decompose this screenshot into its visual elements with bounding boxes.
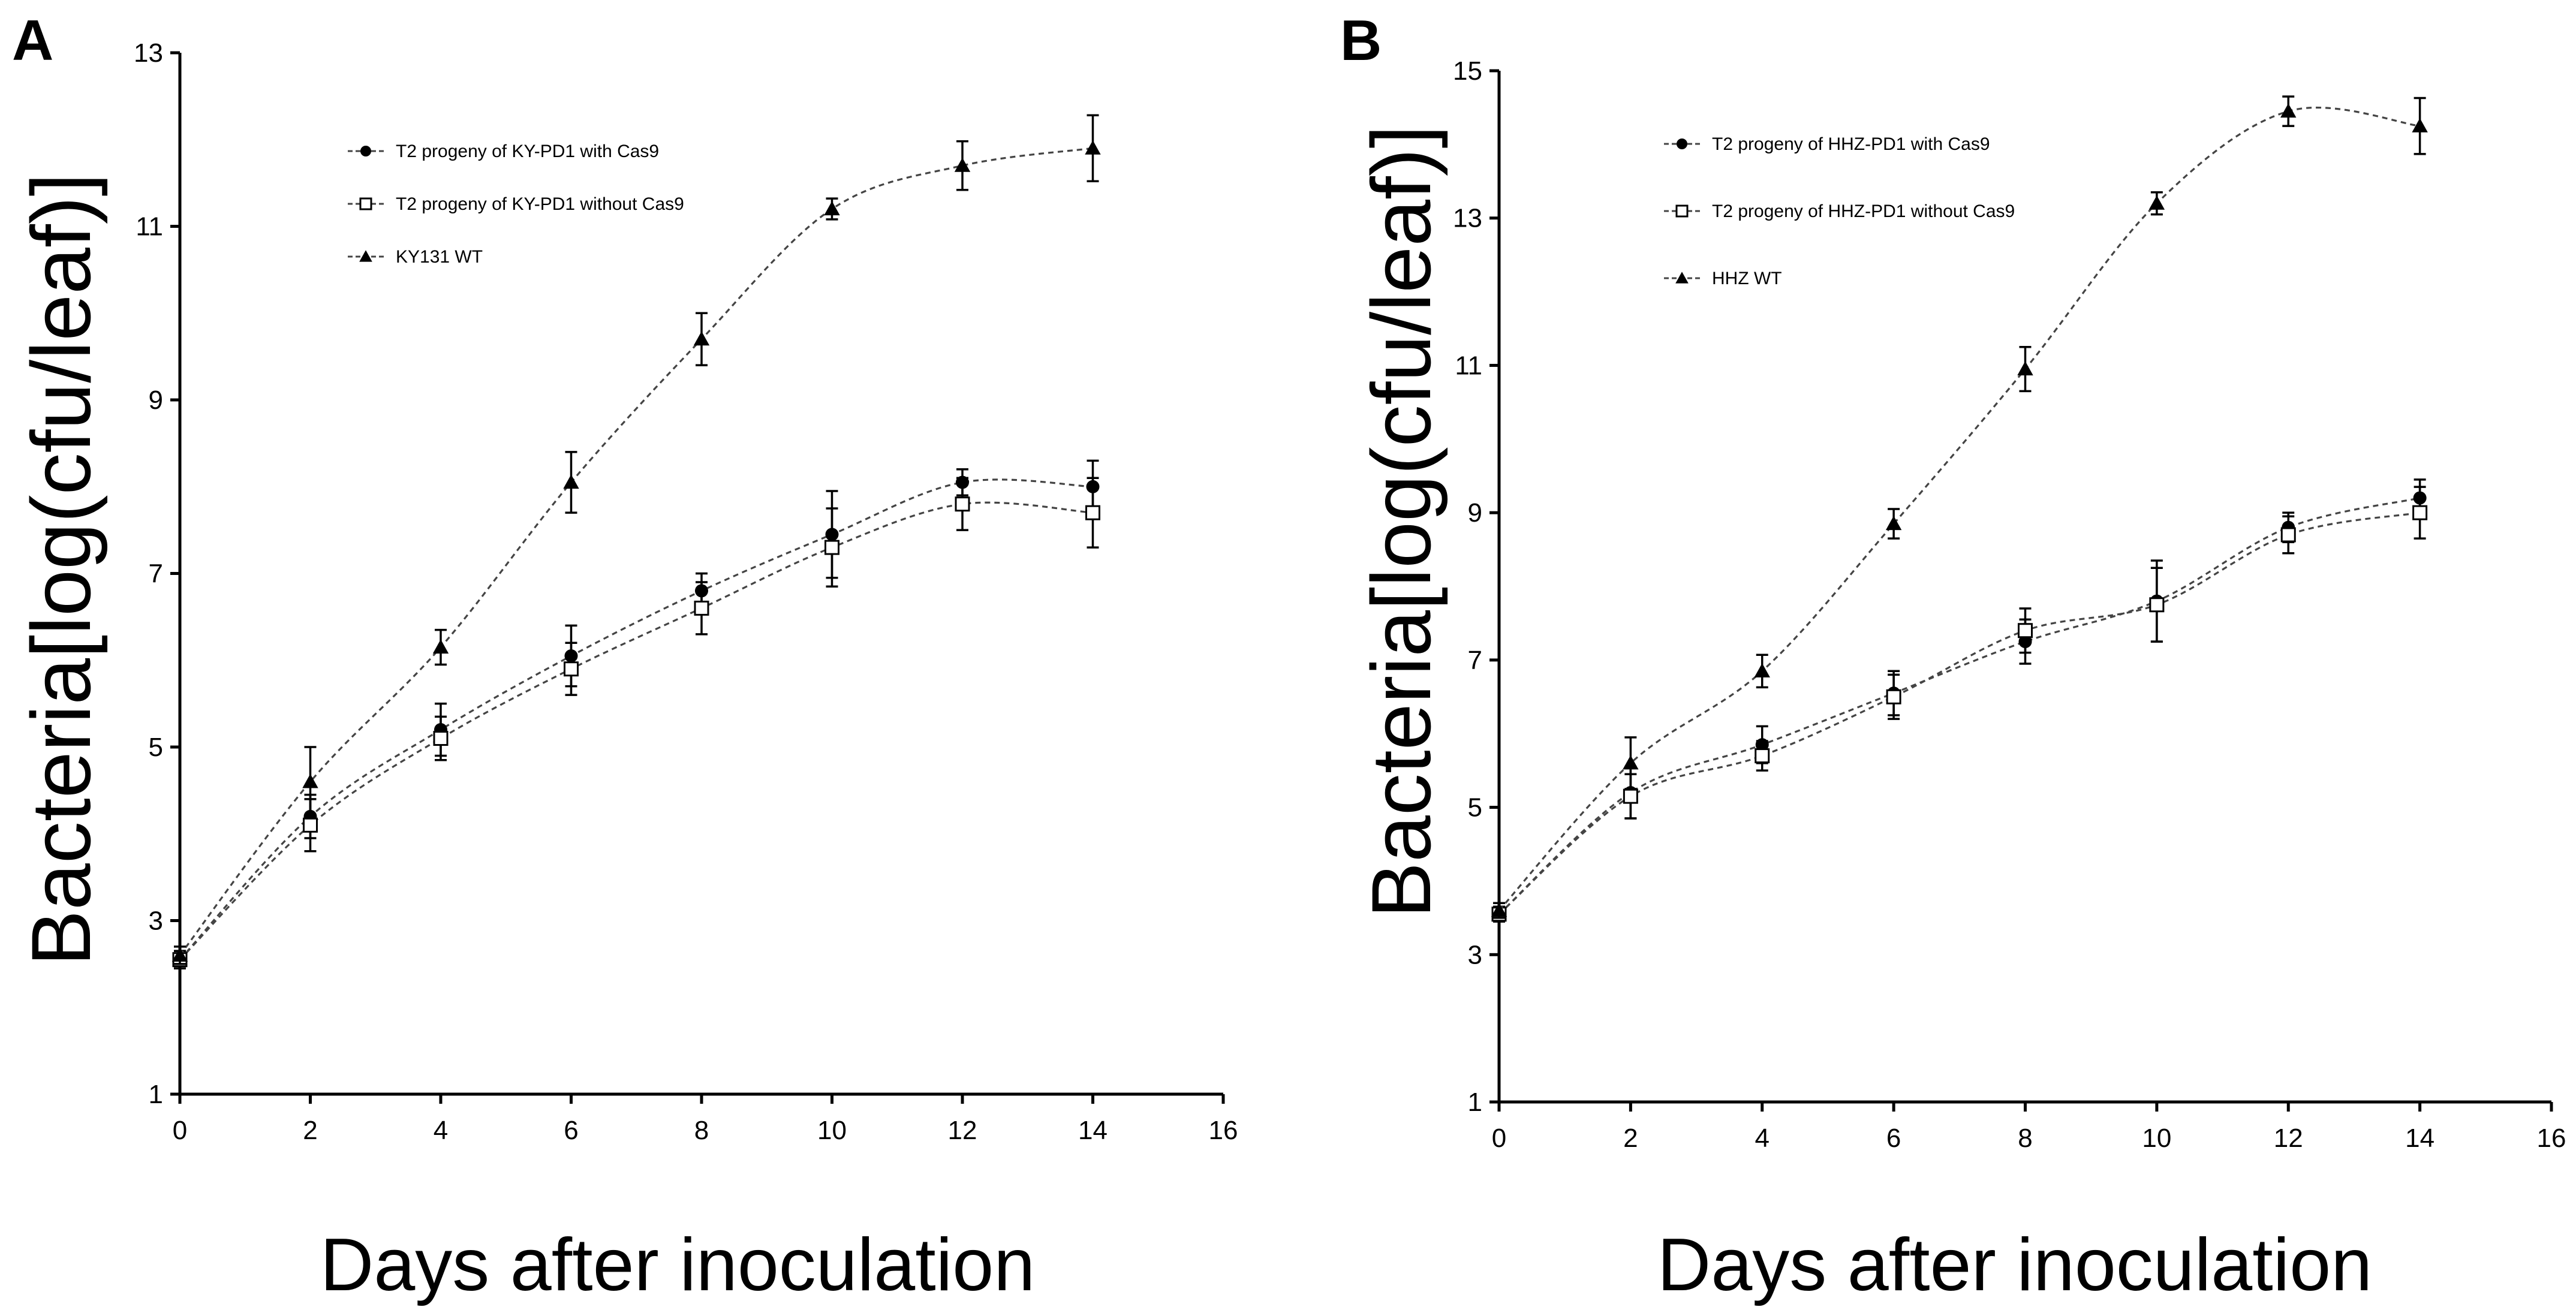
panel-b-x-tick-label: 16 <box>2537 1124 2566 1153</box>
panel-a-x-tick-label: 2 <box>303 1116 317 1145</box>
panel-a-x-tick-label: 0 <box>173 1116 187 1145</box>
panel-b-series-3-point <box>1491 902 1507 917</box>
panel-a-series-3-point <box>1085 140 1101 155</box>
panel-a-y-tick-label: 13 <box>134 38 163 68</box>
panel-a-x-tick-label: 12 <box>948 1116 977 1145</box>
panel-b-series-3-point <box>2412 118 2428 132</box>
panel-b-x-tick-label: 4 <box>1755 1124 1770 1153</box>
panel-a-series-3-point <box>563 474 579 489</box>
panel-a-series-2-point <box>564 661 579 677</box>
panel-a-series-2-point <box>694 600 709 616</box>
panel-a-legend-entry: T2 progeny of KY-PD1 with Cas9 <box>396 141 659 161</box>
panel-b-series-2-point <box>2018 623 2033 639</box>
panel-a-series-1-line <box>179 478 1093 960</box>
panel-b-series-3-point <box>2148 195 2165 210</box>
panel-a-series-3-point <box>432 639 449 654</box>
panel-a-series-3-point <box>824 201 840 216</box>
panel-b-series-2-point <box>1623 788 1638 804</box>
panel-a-y-tick-label: 11 <box>136 212 163 242</box>
panel-b-x-tick-label: 0 <box>1492 1124 1506 1153</box>
panel-b-legend-marker <box>1675 204 1689 218</box>
panel-b-y-tick-label: 9 <box>1468 498 1482 528</box>
panel-b-letter: B <box>1340 8 1382 73</box>
panel-a-y-tick-label: 1 <box>149 1080 163 1109</box>
panel-a-series-3-line <box>179 147 1093 956</box>
panel-a-series-3-point <box>954 157 971 172</box>
panel-b-series-1-line <box>1498 497 2420 915</box>
panel-a-series-2-point <box>303 817 318 833</box>
panel-b-legend-marker <box>1675 272 1689 284</box>
panel-b-series-3-point <box>1754 663 1770 677</box>
panel-b: B Bacteria[log(cfu/leaf)] Days after ino… <box>1340 8 2566 1306</box>
panel-b-x-tick-label: 12 <box>2274 1124 2303 1153</box>
panel-b-legend-marker <box>1677 138 1687 149</box>
panel-a-series-2-point <box>1085 505 1100 520</box>
panel-b-y-tick-label: 1 <box>1468 1088 1482 1117</box>
panel-a-series-2-point <box>824 540 839 555</box>
panel-a-legend-marker <box>359 197 372 210</box>
panel-b-series-3-point <box>2280 103 2297 118</box>
panel-a-legend-marker <box>360 146 371 156</box>
panel-a-y-axis-title: Bacteria[log(cfu/leaf)] <box>14 173 108 966</box>
panel-a-series-2-point <box>433 731 449 746</box>
panel-b-y-tick-label: 11 <box>1455 351 1482 380</box>
panel-b-series-3-point <box>1885 516 1902 531</box>
panel-a-y-tick-label: 3 <box>149 907 163 936</box>
panel-b-series-2-line <box>1498 511 2420 915</box>
panel-b-y-axis-title: Bacteria[log(cfu/leaf)] <box>1354 125 1448 919</box>
panel-a-x-axis-title: Days after inoculation <box>320 1224 1035 1306</box>
panel-a-x-tick-label: 14 <box>1078 1116 1108 1145</box>
panel-a-series-2-point <box>955 496 970 512</box>
panel-b-x-tick-label: 10 <box>2142 1124 2171 1153</box>
panel-b-series-2-point <box>2412 505 2428 520</box>
panel-b-series-2-point <box>1755 748 1770 764</box>
panel-a-x-tick-label: 4 <box>434 1116 448 1145</box>
panel-b-y-tick-label: 5 <box>1468 793 1482 823</box>
panel-b-series-2-point <box>2149 597 2165 613</box>
panel-b-x-tick-label: 8 <box>2018 1124 2032 1153</box>
panel-b-series-3-point <box>1623 755 1639 770</box>
panel-a-y-tick-label: 9 <box>149 386 163 415</box>
panel-b-legend-entry: HHZ WT <box>1712 269 1782 288</box>
panel-a-legend-marker <box>359 250 372 262</box>
panel-a-series-3-point <box>171 947 188 962</box>
panel-a-x-tick-label: 16 <box>1209 1116 1238 1145</box>
panel-b-x-tick-label: 2 <box>1623 1124 1638 1153</box>
panel-a-letter: A <box>12 8 53 73</box>
panel-a-y-tick-label: 7 <box>149 559 163 589</box>
panel-a-legend-entry: T2 progeny of KY-PD1 without Cas9 <box>396 194 684 214</box>
panel-b-x-tick-label: 14 <box>2405 1124 2434 1153</box>
panel-a-series-3-point <box>302 773 318 788</box>
panel-a-y-tick-label: 5 <box>149 733 163 762</box>
panel-b-series-2-point <box>2280 527 2296 543</box>
panel-b-legend-entry: T2 progeny of HHZ-PD1 with Cas9 <box>1712 134 1990 154</box>
panel-b-x-axis-title: Days after inoculation <box>1657 1224 2372 1306</box>
panel-a-legend-entry: KY131 WT <box>396 247 483 267</box>
panel-b-series-3-line <box>1498 106 2420 911</box>
panel-b-y-tick-label: 7 <box>1468 646 1482 675</box>
panel-a-x-tick-label: 10 <box>817 1116 847 1145</box>
panel-b-y-tick-label: 13 <box>1453 204 1482 233</box>
panel-b-legend-entry: T2 progeny of HHZ-PD1 without Cas9 <box>1712 201 2015 221</box>
panel-b-series-2-point <box>1886 689 1901 704</box>
panel-a-series-3-point <box>693 331 710 346</box>
panel-a-x-tick-label: 6 <box>564 1116 578 1145</box>
panel-a-x-tick-label: 8 <box>694 1116 709 1145</box>
panel-b-x-tick-label: 6 <box>1886 1124 1901 1153</box>
panel-a-series-2-line <box>179 501 1093 960</box>
panel-b-series-3-point <box>2017 361 2033 376</box>
panel-b-y-tick-label: 15 <box>1453 56 1482 86</box>
panel-a: A Bacteria[log(cfu/leaf)] Days after ino… <box>12 8 1238 1306</box>
panel-b-y-tick-label: 3 <box>1468 940 1482 969</box>
